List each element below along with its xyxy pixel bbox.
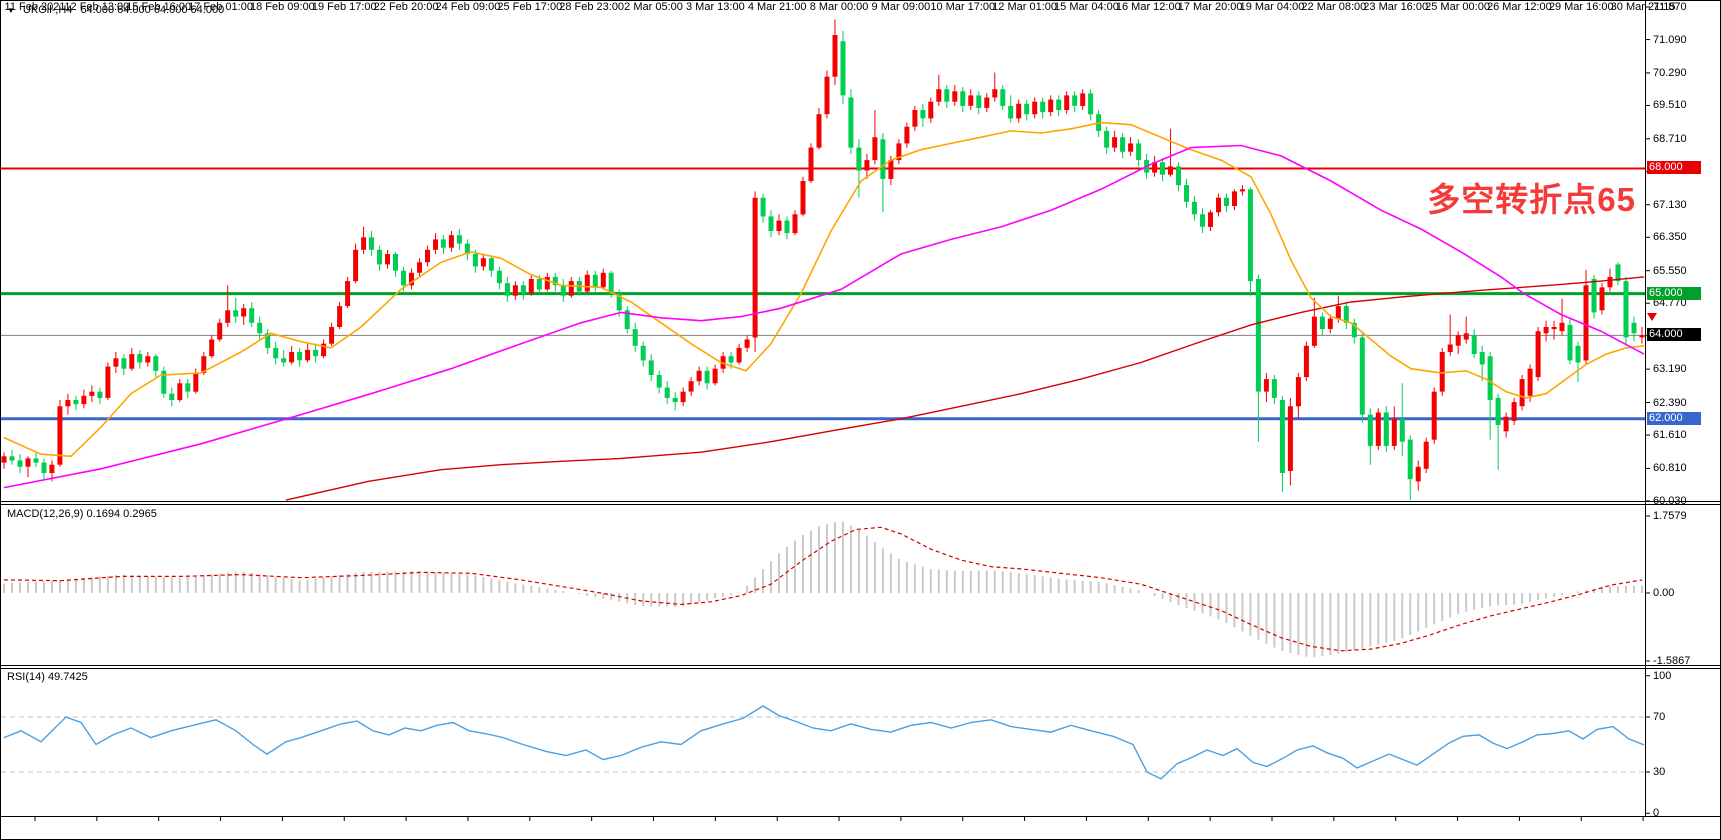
price-tick-label: 66.350 [1653,231,1687,244]
price-tick-label: 67.130 [1653,198,1687,211]
time-tick-label: 28 Feb 23:00 [559,1,625,13]
current-price-badge: 64.000 [1647,328,1701,342]
rsi-tick-label: 30 [1653,766,1666,778]
price-tick-label: 60.030 [1653,494,1687,507]
ohlc-values-label: 64.000 64.000 64.000 64.000 [80,4,225,16]
level-lines[interactable] [1,167,1645,421]
price-pointer-icon [1647,313,1657,321]
macd-title: MACD(12,26,9) [7,508,84,520]
price-tick-label: 71.870 [1653,1,1687,13]
time-tick-label: 25 Feb 17:00 [497,1,563,13]
ma-mid-line [3,144,1645,489]
macd-indicator-label: MACD(12,26,9) 0.1694 0.2965 [7,508,157,520]
ma-fast-line [3,121,1645,458]
rsi-indicator-label: RSI(14) 49.7425 [7,671,88,683]
time-tick-label: 15 Feb 16:00 [126,1,192,13]
rsi-tick-label: 70 [1653,711,1666,723]
time-tick-label: 16 Mar 12:00 [1115,1,1181,13]
time-tick-label: 15 Mar 04:00 [1054,1,1119,13]
macd-tick-label: -1.5867 [1653,655,1691,667]
time-tick-label: 26 Mar 12:00 [1486,1,1552,13]
time-tick-label: 22 Mar 08:00 [1301,1,1367,13]
price-tick-label: 70.290 [1653,66,1687,79]
macd-histogram[interactable] [3,521,1643,658]
level-price-badge: 62.000 [1647,411,1701,425]
macd-tick-label: 1.7579 [1653,510,1687,522]
price-tick-label: 61.610 [1653,429,1687,442]
time-tick-label: 24 Feb 09:00 [435,1,501,13]
time-tick-label: 30 Mar 21:15 [1610,1,1676,13]
symbol-timeframe-label: UKOil-,H4 [22,4,73,16]
time-tick-label: 10 Mar 17:00 [930,1,996,13]
time-tick-label: 23 Mar 16:00 [1363,1,1429,13]
time-tick-label: 2 Mar 05:00 [624,1,683,13]
time-tick-label: 17 Feb 01:00 [188,1,253,13]
time-tick-label: 11 Feb 2021 [4,1,66,13]
chevron-down-icon[interactable]: ▼ [7,5,15,15]
rsi-tick-label: 0 [1653,807,1660,820]
chart-annotation-text[interactable]: 多空转折点65 [1427,181,1636,218]
rsi-tick-label: 100 [1653,669,1672,682]
time-tick-label: 18 Feb 09:00 [249,1,315,13]
price-tick-label: 63.190 [1653,363,1687,376]
rsi-line [3,705,1645,780]
time-tick-label: 12 Feb 13:00 [64,1,130,13]
time-tick-label: 17 Mar 20:00 [1177,1,1243,13]
time-tick-label: 3 Mar 13:00 [685,1,745,13]
macd-tick-label: 0.00 [1653,587,1675,599]
chart-header: ▼ UKOil-,H4 64.000 64.000 64.000 64.000 [7,4,224,16]
time-tick-label: 19 Feb 17:00 [311,1,377,13]
time-tick-label: 22 Feb 20:00 [373,1,439,13]
time-tick-label: 25 Mar 00:00 [1425,1,1490,13]
rsi-title: RSI(14) [7,671,45,683]
price-tick-label: 69.510 [1653,99,1687,112]
level-price-badge: 65.000 [1647,286,1701,300]
rsi-value: 49.7425 [47,671,88,683]
price-tick-label: 65.550 [1653,264,1687,277]
price-tick-label: 62.390 [1653,396,1687,409]
price-tick-label: 68.710 [1653,132,1687,145]
ma-slow-line [285,276,1645,501]
time-tick-label: 4 Mar 21:00 [747,1,807,13]
price-tick-label: 60.810 [1653,462,1687,475]
level-price-badge: 68.000 [1647,161,1701,175]
candlestick-layer[interactable] [1,19,1645,501]
macd-signal-line [3,526,1643,652]
price-tick-label: 64.770 [1653,297,1687,310]
separators [1,1,1720,817]
macd-values: 0.1694 0.2965 [86,508,157,520]
time-tick-label: 8 Mar 00:00 [809,1,869,13]
time-tick-label: 9 Mar 09:00 [871,1,931,13]
time-tick-label: 12 Mar 01:00 [992,1,1058,13]
axis-ticks[interactable] [34,6,1650,821]
time-tick-label: 19 Mar 04:00 [1239,1,1305,13]
rsi-levels [1,716,1645,773]
price-tick-label: 71.090 [1653,33,1687,46]
time-tick-label: 29 Mar 16:00 [1548,1,1614,13]
